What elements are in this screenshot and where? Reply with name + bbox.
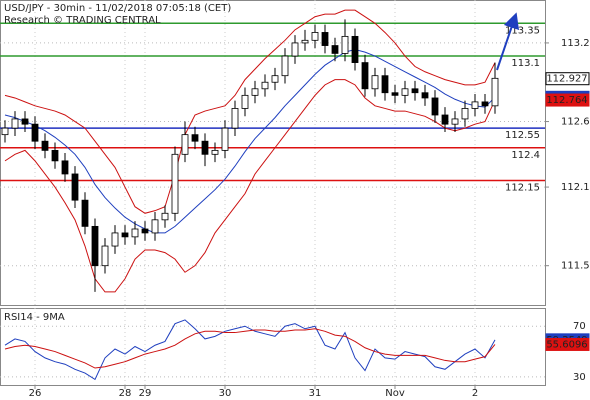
candle-body: [401, 88, 409, 96]
candle-body: [191, 134, 199, 142]
candle-body: [281, 55, 289, 77]
value-box: [545, 93, 590, 107]
value-label: 55.6096: [546, 339, 587, 350]
level-label-bg: [500, 57, 542, 70]
level-label-bg: [500, 148, 542, 161]
price-panel: [0, 0, 546, 306]
candle-body: [221, 127, 229, 151]
candle-body: [321, 32, 329, 46]
x-tick-label: 26: [29, 388, 42, 399]
candle-body: [421, 92, 429, 99]
candle-body: [391, 92, 399, 96]
x-tick-label: 2: [472, 388, 478, 399]
candle-body: [271, 75, 279, 83]
candle-body: [181, 134, 189, 155]
value-label: 112.927: [546, 74, 587, 85]
candle-body: [431, 97, 439, 116]
candle-body: [131, 228, 139, 238]
rsi-line: [4, 319, 496, 381]
y-tick-label: 113.2: [561, 38, 590, 49]
candle-body: [101, 245, 109, 267]
candle-body: [491, 77, 499, 107]
candle-body: [31, 123, 39, 142]
y-tick-label: 30: [573, 372, 586, 383]
level-label-bg: [500, 181, 542, 194]
candle-body: [61, 160, 69, 175]
candle-body: [441, 114, 449, 125]
candle-body: [411, 88, 419, 94]
candle-body: [91, 225, 99, 267]
level-label: 113.1: [511, 58, 540, 69]
y-tick-label: 111.5: [561, 261, 590, 272]
candle-body: [451, 118, 459, 125]
x-tick-label: 29: [139, 388, 152, 399]
value-box: [545, 72, 590, 86]
candle-body: [171, 153, 179, 214]
candle-body: [121, 232, 129, 238]
overlay-line: [4, 79, 496, 293]
candle-body: [311, 32, 319, 41]
chart-subtitle: Research © TRADING CENTRAL: [4, 15, 161, 26]
candle-body: [111, 232, 119, 247]
candle-body: [251, 88, 259, 96]
candle-body: [381, 75, 389, 94]
candle-body: [211, 149, 219, 155]
candle-body: [71, 173, 79, 201]
level-label: 113.35: [505, 25, 540, 36]
candle-body: [371, 75, 379, 90]
candle-body: [51, 149, 59, 162]
level-label: 112.55: [505, 130, 540, 141]
candle-body: [201, 140, 209, 155]
candle-body: [41, 140, 49, 151]
x-tick-label: 30: [219, 388, 232, 399]
candle-body: [291, 42, 299, 57]
candle-body: [161, 212, 169, 221]
candle-body: [1, 127, 9, 136]
candle-body: [461, 108, 469, 120]
candle-body: [141, 228, 149, 234]
level-label-bg: [500, 129, 542, 142]
candle-body: [351, 35, 359, 63]
forecast-arrow: [496, 12, 519, 71]
candle-body: [261, 81, 269, 90]
rsi-line: [4, 328, 496, 369]
candle-body: [11, 118, 19, 129]
level-label: 112.4: [511, 150, 540, 161]
y-tick-label: 112.6: [561, 117, 590, 128]
candle-body: [471, 101, 479, 109]
overlay-line: [4, 48, 496, 234]
candle-body: [341, 35, 349, 54]
chart-title: USD/JPY - 30min - 11/02/2018 07:05:18 (C…: [4, 3, 231, 14]
value-box: [545, 337, 590, 351]
x-tick-label: 31: [309, 388, 322, 399]
candle-body: [231, 108, 239, 129]
rsi-title: RSI14 - 9MA: [4, 312, 65, 323]
x-tick-label: Nov: [385, 388, 405, 399]
y-tick-label: 112.1: [561, 182, 590, 193]
candle-body: [21, 118, 29, 125]
candle-body: [241, 94, 249, 109]
candle-body: [301, 39, 309, 44]
candle-body: [151, 219, 159, 234]
rsi-panel: [0, 308, 546, 386]
candle-body: [331, 45, 339, 54]
value-label: 112.764: [546, 95, 587, 106]
x-tick-label: 28: [119, 388, 132, 399]
level-label: 112.15: [505, 183, 540, 194]
overlay-line: [4, 9, 496, 214]
candle-body: [81, 199, 89, 227]
candle-body: [481, 101, 489, 107]
y-tick-label: 70: [573, 321, 586, 332]
candle-body: [361, 62, 369, 90]
